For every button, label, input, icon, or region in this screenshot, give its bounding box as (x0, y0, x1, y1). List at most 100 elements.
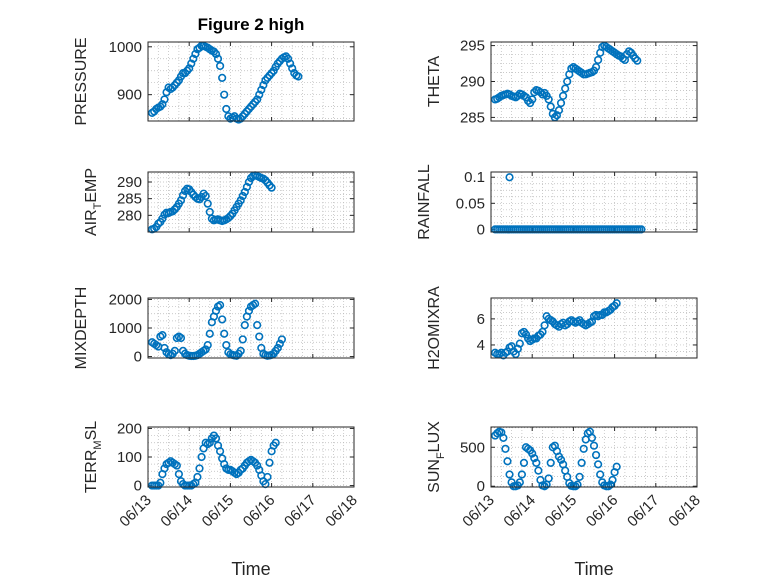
data-point (216, 447, 225, 456)
data-point (544, 474, 553, 483)
data-point (637, 225, 646, 234)
subplot-4: 0 0.05 0.1 RAINFALL (416, 164, 698, 240)
data-point (185, 64, 194, 73)
data-point (232, 351, 241, 360)
axes-frame (490, 41, 698, 122)
data-point (240, 321, 249, 330)
axes-frame (147, 171, 355, 233)
data-point (523, 96, 533, 105)
data-point (195, 464, 204, 473)
y-axis-label: AIRTEMP (83, 168, 104, 236)
data-point (236, 196, 245, 205)
data-point (178, 191, 188, 200)
x-tick-label: 06/14 (500, 492, 539, 531)
subplot-5: 0 1000 2000 MIXDEPTH (73, 287, 355, 370)
x-tick-label: 06/17 (281, 492, 320, 531)
data-point (499, 433, 508, 443)
data-point (267, 183, 276, 192)
data-point (253, 461, 262, 470)
data-point (606, 480, 615, 489)
data-point (205, 329, 214, 338)
data-point (505, 470, 514, 479)
data-point (218, 73, 227, 83)
y-tick-label: 285 (117, 191, 142, 208)
data-point (222, 104, 231, 114)
y-axis-label-main: SUN (426, 459, 443, 493)
data-point (244, 306, 254, 315)
data-point (224, 213, 233, 223)
data-point (503, 457, 512, 466)
y-tick-label: 200 (117, 420, 142, 437)
axes-frame (147, 41, 355, 122)
data-point (201, 191, 210, 201)
y-tick-label: 0 (477, 221, 485, 238)
data-point (534, 466, 543, 475)
y-axis-label: SUNFLUX (426, 421, 447, 493)
y-tick-label: 500 (460, 439, 485, 456)
data-point (216, 61, 225, 71)
data-point (222, 341, 231, 350)
data-point (197, 452, 206, 462)
y-tick-label: 280 (117, 207, 142, 224)
y-axis-label: H2OMIXRA (426, 286, 443, 370)
data-point (554, 106, 564, 115)
data-point (558, 91, 568, 100)
y-tick-label: 290 (460, 74, 485, 91)
data-markers (491, 173, 646, 234)
x-axis-label-right: Time (574, 559, 613, 579)
data-point (556, 455, 566, 464)
y-tick-label: 1000 (109, 39, 142, 56)
data-point (540, 321, 549, 330)
data-point (160, 464, 169, 473)
data-point (220, 460, 229, 469)
data-point (591, 63, 601, 72)
data-point (255, 90, 264, 99)
y-tick-label: 290 (117, 174, 142, 191)
y-tick-label: 0.1 (464, 169, 485, 186)
y-axis-label-main: MIXDEPTH (73, 287, 90, 370)
data-point (238, 191, 247, 201)
y-tick-label: 295 (460, 38, 485, 55)
data-point (546, 102, 555, 111)
y-tick-label: 0.05 (456, 195, 485, 212)
y-tick-label: 0 (134, 478, 142, 495)
data-point (591, 450, 601, 460)
data-point (253, 95, 262, 104)
data-point (236, 346, 245, 355)
data-point (283, 54, 293, 63)
data-point (174, 470, 183, 479)
y-axis-label-rest: EMP (83, 168, 100, 203)
y-axis-label-rest: SL (83, 421, 100, 441)
data-point (205, 438, 214, 447)
data-point (265, 458, 274, 467)
data-point (220, 90, 229, 99)
y-axis-label-main: TERR (83, 450, 100, 494)
data-point (191, 49, 200, 59)
y-axis-label-main: PRESSURE (73, 37, 90, 125)
data-point (211, 306, 221, 315)
data-point (277, 335, 287, 344)
y-tick-label: 1000 (109, 320, 142, 337)
data-point (156, 478, 165, 487)
y-axis-label-subscript: F (435, 452, 447, 459)
data-point (211, 434, 221, 443)
x-tick-label: 06/16 (240, 492, 279, 531)
data-point (160, 95, 169, 104)
x-tick-label: 06/15 (199, 492, 238, 531)
data-point (528, 449, 537, 458)
y-tick-label: 2000 (109, 291, 142, 308)
data-point (201, 345, 210, 354)
subplot-8: 0 500 06/13 06/14 06/15 06/16 06/17 06/18 SUNFLU… (426, 421, 704, 531)
data-point (544, 95, 553, 104)
axes-frame (490, 426, 698, 488)
y-tick-label: 100 (117, 449, 142, 466)
data-point (176, 333, 186, 343)
data-markers (491, 427, 621, 491)
data-point (172, 461, 181, 470)
data-point (587, 433, 597, 443)
data-point (253, 321, 262, 330)
data-point (154, 219, 163, 228)
